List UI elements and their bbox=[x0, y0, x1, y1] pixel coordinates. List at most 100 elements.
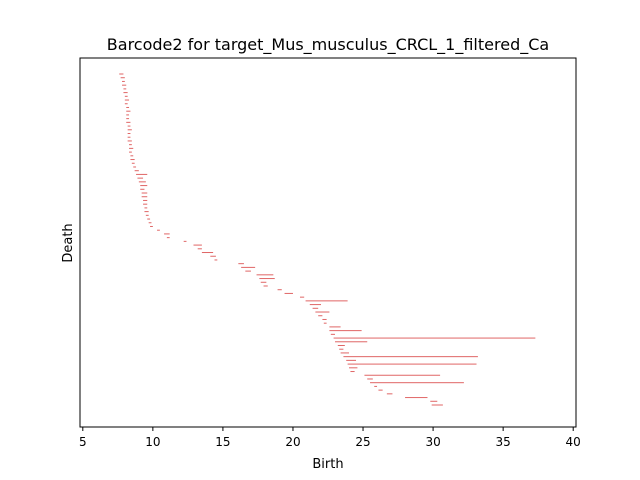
chart-title: Barcode2 for target_Mus_musculus_CRCL_1_… bbox=[107, 35, 549, 55]
barcode-bar bbox=[147, 218, 151, 220]
barcode-bar bbox=[126, 106, 130, 108]
barcode-bar bbox=[343, 356, 478, 358]
barcode-bar bbox=[340, 352, 350, 354]
barcode-bar bbox=[241, 266, 256, 268]
barcode-bar bbox=[309, 304, 321, 306]
barcode-bar bbox=[123, 92, 128, 94]
barcode-bar bbox=[337, 344, 345, 346]
x-axis-ticks: 5 10 15 20 25 30 35 40 bbox=[79, 427, 581, 449]
barcode-bar bbox=[367, 378, 373, 380]
barcode-bar bbox=[284, 292, 293, 294]
barcode-bar bbox=[141, 196, 148, 198]
barcode-bar bbox=[315, 311, 330, 313]
barcode-bar bbox=[430, 400, 438, 402]
x-axis-label: Birth bbox=[312, 457, 343, 472]
barcode-bar bbox=[150, 225, 153, 227]
barcode-bar bbox=[349, 367, 358, 369]
barcode-bar bbox=[144, 207, 148, 209]
barcode-bar bbox=[277, 289, 282, 291]
barcode-bar bbox=[305, 300, 348, 302]
barcode-bar bbox=[137, 177, 144, 179]
barcode-bar bbox=[263, 285, 268, 287]
barcode-bar bbox=[346, 359, 357, 361]
barcode-bar bbox=[378, 389, 383, 391]
x-tick-label: 25 bbox=[355, 435, 370, 449]
barcode-bar bbox=[140, 188, 145, 190]
barcode-bar bbox=[126, 114, 130, 116]
barcode-bar bbox=[210, 255, 216, 257]
barcode-bar bbox=[197, 248, 202, 250]
barcode-bar bbox=[431, 404, 443, 406]
barcode-bar bbox=[157, 229, 160, 231]
barcode-bar bbox=[119, 73, 124, 75]
x-tick-label: 40 bbox=[566, 435, 581, 449]
barcode-bar bbox=[127, 133, 131, 135]
barcode-bar bbox=[339, 348, 344, 350]
barcode-bar bbox=[126, 110, 131, 112]
barcode-bar bbox=[312, 307, 319, 309]
barcode-bar bbox=[122, 84, 127, 86]
barcode-bar bbox=[238, 263, 244, 265]
barcode-bar bbox=[144, 211, 149, 213]
barcode-bar bbox=[201, 252, 214, 254]
x-tick-label: 10 bbox=[145, 435, 160, 449]
barcode-bar bbox=[329, 326, 341, 328]
barcode-bar bbox=[127, 140, 132, 142]
barcode-bars bbox=[119, 73, 536, 406]
barcode-bar bbox=[364, 374, 441, 376]
barcode-bar bbox=[124, 103, 128, 105]
barcode-bar bbox=[245, 270, 251, 272]
barcode-bar bbox=[333, 337, 536, 339]
x-tick-label: 20 bbox=[285, 435, 300, 449]
barcode-bar bbox=[136, 173, 148, 175]
barcode-bar bbox=[129, 151, 132, 153]
barcode-bar bbox=[123, 88, 127, 90]
barcode-bar bbox=[131, 162, 135, 164]
barcode-bar bbox=[370, 382, 464, 384]
barcode-bar bbox=[134, 170, 139, 172]
barcode-bar bbox=[141, 192, 148, 194]
barcode-bar bbox=[350, 371, 355, 373]
barcode-bar bbox=[166, 237, 170, 239]
x-tick-label: 35 bbox=[496, 435, 511, 449]
barcode-bar bbox=[127, 129, 132, 131]
barcode-bar bbox=[140, 185, 148, 187]
barcode-bar bbox=[256, 274, 274, 276]
barcode-bar bbox=[183, 240, 187, 242]
barcode-bar bbox=[148, 222, 152, 224]
barcode-bar bbox=[193, 244, 202, 246]
barcode-bar bbox=[124, 95, 128, 97]
barcode-bar bbox=[124, 99, 130, 101]
barcode-bar bbox=[330, 333, 335, 335]
plot-frame bbox=[79, 57, 577, 428]
barcode-bar bbox=[129, 144, 132, 146]
barcode-bar bbox=[323, 322, 327, 324]
barcode-bar bbox=[164, 233, 170, 235]
barcode-bar bbox=[214, 259, 218, 261]
barcode-bar bbox=[120, 77, 125, 79]
barcode-bar bbox=[133, 166, 137, 168]
barcode-bar bbox=[299, 296, 305, 298]
barcode-bar bbox=[374, 385, 378, 387]
x-tick-label: 5 bbox=[79, 435, 87, 449]
barcode-bar bbox=[126, 121, 131, 123]
y-axis-label: Death bbox=[61, 223, 76, 262]
barcode-bar bbox=[145, 214, 149, 216]
barcode-bar bbox=[127, 136, 131, 138]
barcode-bar bbox=[329, 330, 362, 332]
barcode-bar bbox=[386, 393, 393, 395]
barcode-bar bbox=[259, 278, 275, 280]
barcode-bar bbox=[127, 125, 131, 127]
barcode-bar bbox=[260, 281, 267, 283]
barcode-bar bbox=[322, 318, 327, 320]
barcode-bar bbox=[143, 199, 148, 201]
barcode-bar bbox=[129, 147, 134, 149]
barcode-bar bbox=[138, 181, 146, 183]
barcode-bar bbox=[126, 118, 130, 120]
barcode-bar bbox=[318, 315, 323, 317]
barcode-bar bbox=[405, 397, 428, 399]
barcode-bar bbox=[130, 159, 135, 161]
barcode-bar bbox=[335, 341, 368, 343]
